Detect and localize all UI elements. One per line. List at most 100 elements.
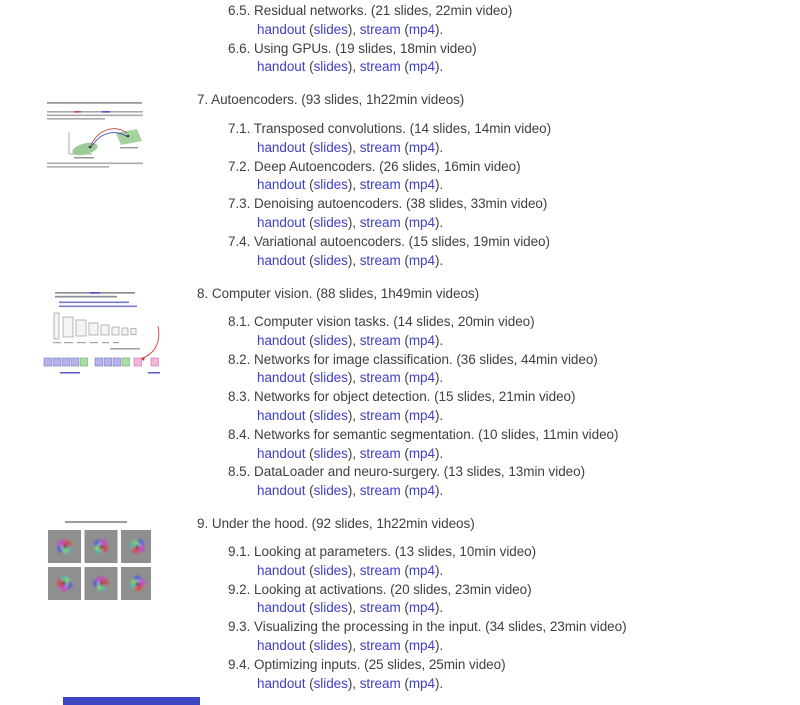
mp4-link[interactable]: mp4 [408,177,435,193]
handout-link[interactable]: handout [257,59,306,75]
subsection-name: Denoising autoencoders. [254,196,403,212]
slides-link[interactable]: slides [313,139,348,155]
subsection-number: 7.2. [228,158,251,174]
subsection-number: 6.5. [228,3,251,18]
handout-link[interactable]: handout [257,214,306,230]
slides-link[interactable]: slides [313,59,348,75]
section-meta: (88 slides, 1h49min videos) [316,286,480,301]
stream-link[interactable]: stream [359,177,401,193]
section-heading-9: 9. Under the hood. (92 slides, 1h22min v… [197,515,475,534]
punctuation: ). [434,139,444,155]
subsection-links: handout (slides), stream (mp4). [257,562,627,581]
mp4-link[interactable]: mp4 [408,214,435,230]
handout-link[interactable]: handout [257,675,306,691]
subsection-links: handout (slides), stream (mp4). [257,332,618,351]
stream-link[interactable]: stream [359,637,401,653]
mp4-link[interactable]: mp4 [408,370,435,386]
handout-link[interactable]: handout [257,445,306,461]
mp4-link[interactable]: mp4 [408,562,435,578]
mp4-link[interactable]: mp4 [408,139,435,155]
stream-link[interactable]: stream [359,370,401,386]
punctuation: ( [305,637,314,653]
handout-link[interactable]: handout [257,562,306,578]
citation-text-line [110,348,140,350]
punctuation: ). [434,214,444,230]
thumb-text-lines [55,292,137,308]
stream-link[interactable]: stream [359,139,401,155]
stream-link[interactable]: stream [359,59,401,75]
stream-link[interactable]: stream [359,483,401,499]
punctuation: ), [347,483,360,499]
slides-link[interactable]: slides [313,675,348,691]
stream-link[interactable]: stream [359,562,401,578]
punctuation: ( [400,637,409,653]
slides-link[interactable]: slides [313,407,348,423]
section-title: Under the hood. [211,516,308,531]
slides-link[interactable]: slides [313,21,348,37]
slides-link[interactable]: slides [313,637,348,653]
slides-link[interactable]: slides [313,483,348,499]
slides-link[interactable]: slides [313,600,348,616]
handout-link[interactable]: handout [257,21,306,37]
handout-link[interactable]: handout [257,177,306,193]
mp4-link[interactable]: mp4 [408,445,435,461]
punctuation: ( [400,21,409,37]
stream-link[interactable]: stream [359,600,401,616]
slides-link[interactable]: slides [313,445,348,461]
subsection-links: handout (slides), stream (mp4). [257,637,627,656]
stream-link[interactable]: stream [359,407,401,423]
punctuation: ( [305,59,314,75]
subsection-meta: (13 slides, 13min video) [443,464,586,480]
subsection-meta: (38 slides, 33min video) [405,196,548,212]
stream-link[interactable]: stream [359,21,401,37]
slides-link[interactable]: slides [313,214,348,230]
handout-link[interactable]: handout [257,637,306,653]
punctuation: ), [347,21,360,37]
section-6-subsections: 6.5. Residual networks. (21 slides, 22mi… [228,2,512,77]
handout-link[interactable]: handout [257,407,306,423]
mp4-link[interactable]: mp4 [408,252,435,268]
handout-link[interactable]: handout [257,332,306,348]
punctuation: ( [400,445,409,461]
punctuation: ), [347,139,360,155]
stream-link[interactable]: stream [359,332,401,348]
mp4-link[interactable]: mp4 [408,675,435,691]
mp4-link[interactable]: mp4 [408,637,435,653]
handout-link[interactable]: handout [257,370,306,386]
stream-link[interactable]: stream [359,252,401,268]
handout-link[interactable]: handout [257,600,306,616]
slides-link[interactable]: slides [313,332,348,348]
section-9-subsections: 9.1. Looking at parameters. (13 slides, … [228,543,627,693]
slide-thumbnail-autoencoders [44,99,148,169]
stream-link[interactable]: stream [359,214,401,230]
mp4-link[interactable]: mp4 [408,332,435,348]
slides-link[interactable]: slides [313,177,348,193]
stream-link[interactable]: stream [359,675,401,691]
subsection-links: handout (slides), stream (mp4). [257,176,551,195]
mp4-link[interactable]: mp4 [408,21,435,37]
subsection-meta: (34 slides, 23min video) [485,619,627,635]
section-number: 9. [197,516,209,531]
mp4-link[interactable]: mp4 [408,59,435,75]
subsection-meta: (10 slides, 11min video) [478,426,619,442]
subsection-links: handout (slides), stream (mp4). [257,214,551,233]
handout-link[interactable]: handout [257,483,306,499]
slides-link[interactable]: slides [313,562,348,578]
mp4-link[interactable]: mp4 [408,483,435,499]
mp4-link[interactable]: mp4 [408,600,435,616]
handout-link[interactable]: handout [257,252,306,268]
stream-link[interactable]: stream [359,445,401,461]
punctuation: ( [305,370,314,386]
slides-link[interactable]: slides [313,370,348,386]
handout-link[interactable]: handout [257,139,306,155]
slide-thumbnail-feature-visualizations [47,513,151,603]
subsection-meta: (25 slides, 25min video) [364,656,506,672]
punctuation: ( [400,177,409,193]
punctuation: ), [347,59,360,75]
punctuation: ). [434,407,444,423]
slides-link[interactable]: slides [313,252,348,268]
punctuation: ), [347,370,360,386]
mp4-link[interactable]: mp4 [408,407,435,423]
slide-thumbnail-cnn-architecture [38,286,160,383]
punctuation: ), [347,252,360,268]
